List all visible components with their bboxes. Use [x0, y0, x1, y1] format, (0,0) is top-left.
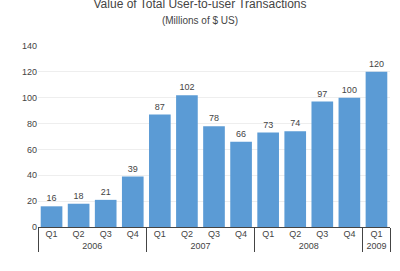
svg-text:Q4: Q4 [235, 229, 247, 239]
svg-text:Q2: Q2 [73, 229, 85, 239]
svg-text:120: 120 [22, 67, 37, 77]
svg-text:Q1: Q1 [262, 229, 274, 239]
svg-text:18: 18 [74, 191, 84, 201]
svg-text:0: 0 [32, 222, 37, 232]
svg-text:Q3: Q3 [100, 229, 112, 239]
svg-text:16: 16 [47, 193, 57, 203]
svg-text:Q1: Q1 [46, 229, 58, 239]
svg-text:66: 66 [236, 129, 246, 139]
svg-text:78: 78 [209, 113, 219, 123]
svg-text:102: 102 [179, 82, 194, 92]
svg-text:Q3: Q3 [208, 229, 220, 239]
svg-text:Q2: Q2 [289, 229, 301, 239]
svg-text:73: 73 [263, 120, 273, 130]
svg-text:74: 74 [290, 118, 300, 128]
svg-text:Q2: Q2 [181, 229, 193, 239]
svg-text:140: 140 [22, 41, 37, 51]
svg-text:80: 80 [27, 119, 37, 129]
svg-text:100: 100 [22, 93, 37, 103]
svg-text:60: 60 [27, 145, 37, 155]
svg-text:21: 21 [101, 187, 111, 197]
svg-text:87: 87 [155, 102, 165, 112]
svg-text:2007: 2007 [190, 241, 210, 251]
svg-text:Q4: Q4 [343, 229, 355, 239]
svg-text:2006: 2006 [82, 241, 102, 251]
svg-text:Q1: Q1 [370, 229, 382, 239]
svg-text:40: 40 [27, 170, 37, 180]
svg-text:Q3: Q3 [316, 229, 328, 239]
svg-text:97: 97 [317, 89, 327, 99]
svg-text:120: 120 [369, 59, 384, 69]
svg-text:Q4: Q4 [127, 229, 139, 239]
svg-text:2008: 2008 [299, 241, 319, 251]
svg-text:100: 100 [342, 85, 357, 95]
svg-text:Value of Total User-to-user Tr: Value of Total User-to-user Transactions… [94, 0, 307, 26]
svg-text:39: 39 [128, 164, 138, 174]
svg-text:Q1: Q1 [154, 229, 166, 239]
svg-text:20: 20 [27, 196, 37, 206]
svg-text:2009: 2009 [366, 241, 386, 251]
